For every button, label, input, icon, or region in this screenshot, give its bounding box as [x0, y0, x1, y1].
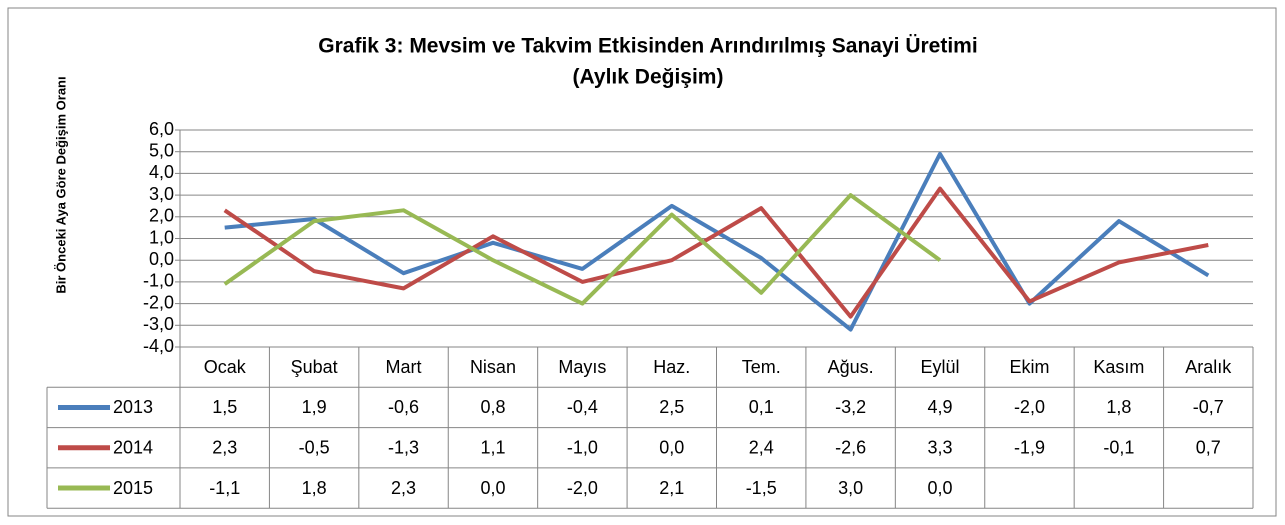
x-tick-label: Mart — [386, 357, 422, 377]
chart-border — [7, 7, 1277, 517]
table-value: 0,1 — [749, 397, 774, 417]
y-tick-label: 0,0 — [149, 249, 174, 269]
table-value: -1,1 — [209, 478, 240, 498]
table-value: 0,8 — [480, 397, 505, 417]
x-tick-label: Haz. — [653, 357, 690, 377]
table-value: 3,3 — [928, 438, 953, 458]
table-value: 2,5 — [659, 397, 684, 417]
legend-label: 2014 — [113, 438, 153, 458]
table-value: 1,8 — [1106, 397, 1131, 417]
y-tick-label: -1,0 — [143, 271, 174, 291]
y-tick-label: 4,0 — [149, 162, 174, 182]
table-value: -1,9 — [1014, 438, 1045, 458]
x-tick-label: Aralık — [1185, 357, 1232, 377]
table-value: 4,9 — [928, 397, 953, 417]
legend-label: 2013 — [113, 397, 153, 417]
table-value: -1,3 — [388, 438, 419, 458]
table-value: -3,2 — [835, 397, 866, 417]
table-value: 0,0 — [480, 478, 505, 498]
table-value: -1,0 — [567, 438, 598, 458]
table-value: 1,1 — [480, 438, 505, 458]
x-tick-label: Eylül — [921, 357, 960, 377]
table-value: -0,5 — [299, 438, 330, 458]
x-tick-label: Şubat — [291, 357, 338, 377]
table-value: -0,7 — [1193, 397, 1224, 417]
table-value: 0,7 — [1196, 438, 1221, 458]
x-tick-label: Ağus. — [828, 357, 874, 377]
y-tick-label: 6,0 — [149, 119, 174, 139]
y-tick-label: -3,0 — [143, 314, 174, 334]
x-tick-label: Kasım — [1093, 357, 1144, 377]
y-tick-label: 2,0 — [149, 206, 174, 226]
table-value: -2,0 — [567, 478, 598, 498]
table-value: -1,5 — [746, 478, 777, 498]
x-tick-label: Tem. — [742, 357, 781, 377]
table-value: 1,9 — [302, 397, 327, 417]
y-tick-label: -2,0 — [143, 292, 174, 312]
table-value: 0,0 — [659, 438, 684, 458]
table-value: 3,0 — [838, 478, 863, 498]
legend-label: 2015 — [113, 478, 153, 498]
y-tick-label: 5,0 — [149, 140, 174, 160]
y-tick-label: 1,0 — [149, 227, 174, 247]
x-tick-label: Mayıs — [558, 357, 606, 377]
table-value: -0,4 — [567, 397, 598, 417]
table-value: 2,1 — [659, 478, 684, 498]
table-value: 1,5 — [212, 397, 237, 417]
table-value: -0,6 — [388, 397, 419, 417]
y-tick-label: -4,0 — [143, 336, 174, 356]
table-value: 2,3 — [391, 478, 416, 498]
y-tick-label: 3,0 — [149, 184, 174, 204]
x-tick-label: Ekim — [1009, 357, 1049, 377]
table-value: 2,3 — [212, 438, 237, 458]
series-line — [223, 193, 942, 306]
x-tick-label: Ocak — [204, 357, 247, 377]
table-value: -2,6 — [835, 438, 866, 458]
table-value: -2,0 — [1014, 397, 1045, 417]
chart-subtitle: (Aylık Değişim) — [573, 66, 724, 89]
table-value: 0,0 — [928, 478, 953, 498]
x-tick-label: Nisan — [470, 357, 516, 377]
table-value: -0,1 — [1103, 438, 1134, 458]
chart-title: Grafik 3: Mevsim ve Takvim Etkisinden Ar… — [318, 35, 977, 58]
series-line — [223, 186, 1209, 319]
table-value: 2,4 — [749, 438, 774, 458]
table-value: 1,8 — [302, 478, 327, 498]
y-axis-title: Bir Önceki Aya Göre Değişim Oranı — [53, 76, 68, 293]
